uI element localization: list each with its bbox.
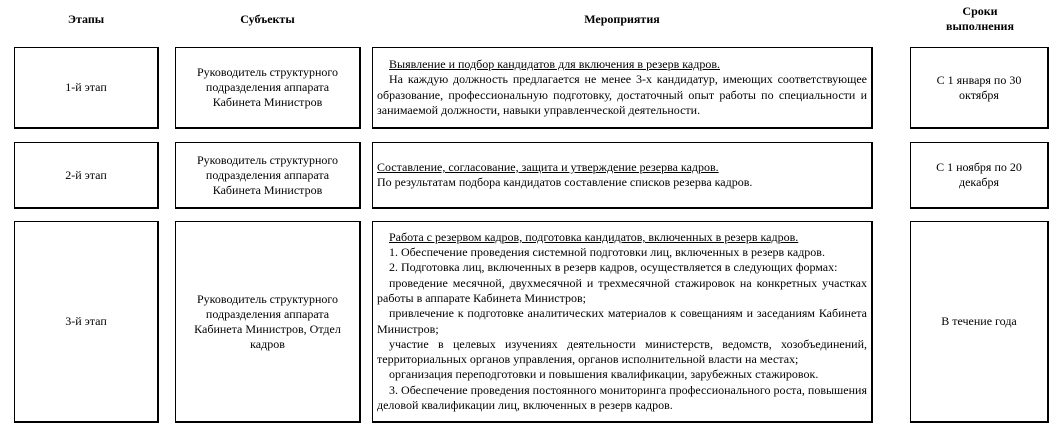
activity-line: участие в целевых изучениях деятельности… — [377, 336, 867, 367]
subject-cell: Руководитель структурного подразделения … — [175, 47, 361, 129]
activity-title: Выявление и подбор кандидатов для включе… — [389, 56, 721, 71]
activity-line: По результатам подбора кандидатов состав… — [377, 175, 753, 189]
activity-cell: Работа с резервом кадров, подготовка кан… — [372, 221, 873, 423]
stage-cell: 3-й этап — [14, 221, 159, 423]
activity-line: 1. Обеспечение проведения системной подг… — [389, 245, 825, 260]
activity-title: Составление, согласование, защита и утве… — [377, 159, 719, 174]
activity-line: 3. Обеспечение проведения постоянного мо… — [377, 382, 867, 412]
activity-line: привлечение к подготовке аналитических м… — [377, 306, 867, 336]
header-subjects: Субъекты — [240, 12, 295, 26]
header-activities: Мероприятия — [584, 12, 660, 26]
activity-line: организация переподготовки и повышения к… — [389, 367, 819, 382]
activity-cell: Выявление и подбор кандидатов для включе… — [372, 47, 873, 129]
activity-cell: Составление, согласование, защита и утве… — [372, 142, 873, 209]
deadline-cell: С 1 ноября по 20 декабря — [910, 142, 1049, 209]
activity-line: проведение месячной, двухмесячной и трех… — [377, 275, 867, 305]
activity-line: 2. Подготовка лиц, включенных в резерв к… — [389, 260, 838, 275]
deadline-cell: В течение года — [910, 221, 1049, 423]
deadline-cell: С 1 января по 30 октября — [910, 47, 1049, 129]
header-deadlines: Сроки выполнения — [946, 4, 1014, 33]
stage-cell: 1-й этап — [14, 47, 159, 129]
activity-line: На каждую должность предлагается не мене… — [377, 72, 867, 117]
header-stages: Этапы — [67, 12, 105, 26]
subject-cell: Руководитель структурного подразделения … — [175, 142, 361, 209]
activity-title: Работа с резервом кадров, подготовка кан… — [389, 229, 799, 244]
stage-cell: 2-й этап — [14, 142, 159, 209]
subject-cell: Руководитель структурного подразделения … — [175, 221, 361, 423]
